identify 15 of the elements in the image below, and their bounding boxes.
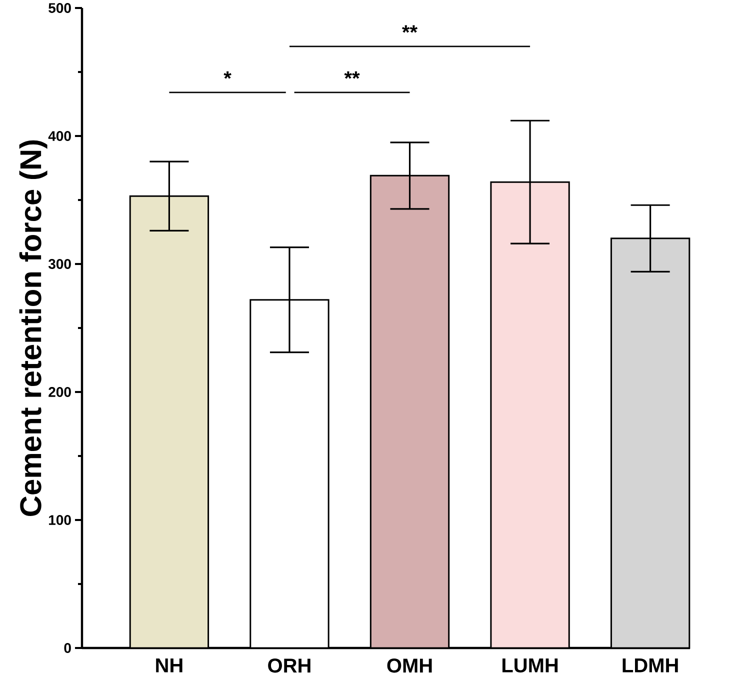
annotation: ** <box>402 25 418 33</box>
x-tick-label: LDMH <box>622 658 678 672</box>
y-tick-label: 200 <box>48 387 71 397</box>
y-axis-title: Cement retention force (N) <box>19 140 48 516</box>
y-tick-label: 100 <box>48 515 71 525</box>
y-tick-label: 400 <box>48 131 71 141</box>
x-tick-label: NH <box>156 658 182 672</box>
annotation: * <box>224 71 232 79</box>
y-tick-label: 300 <box>48 259 71 269</box>
x-tick-label: LUMH <box>502 658 558 672</box>
annotation: ** <box>344 71 360 79</box>
x-tick-label: ORH <box>268 658 310 673</box>
y-tick-label: 500 <box>48 3 71 13</box>
y-tick-label: 0 <box>64 643 71 653</box>
x-tick-label: OMH <box>387 658 432 673</box>
